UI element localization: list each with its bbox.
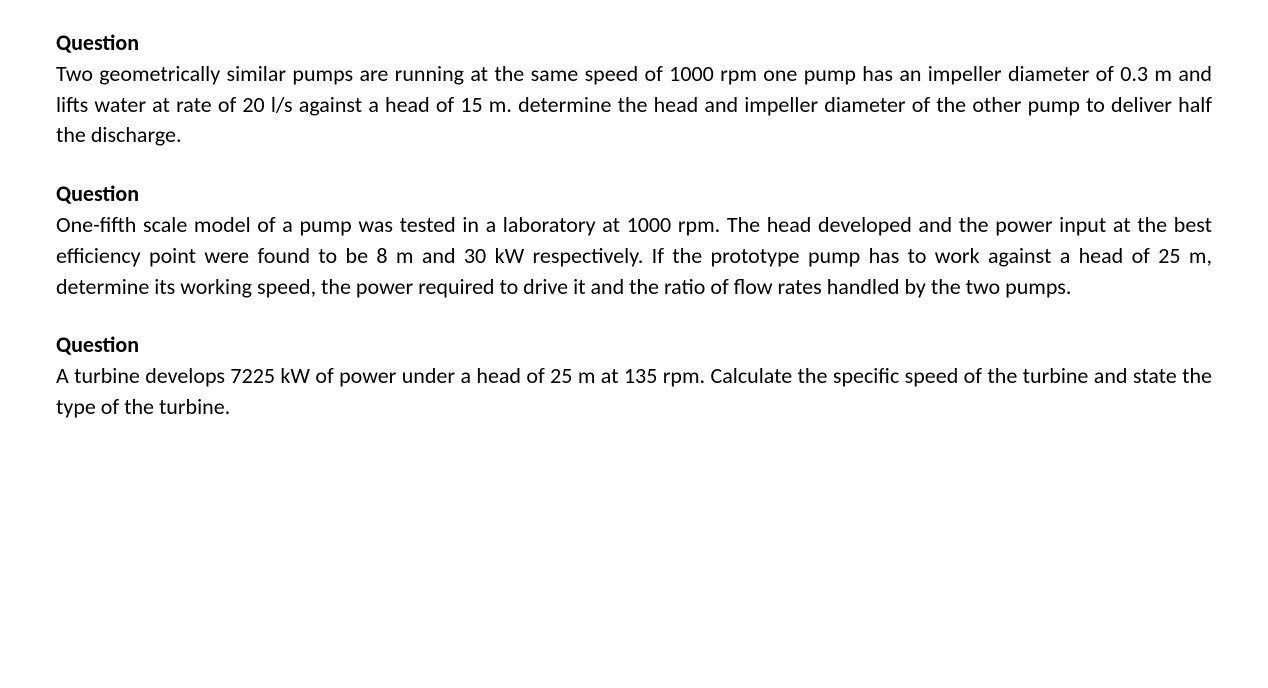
question-block-3: Question A turbine develops 7225 kW of p… <box>56 330 1212 422</box>
question-block-2: Question One-fifth scale model of a pump… <box>56 179 1212 302</box>
question-heading-3: Question <box>56 330 1212 361</box>
question-heading-2: Question <box>56 179 1212 210</box>
question-body-1: Two geometrically similar pumps are runn… <box>56 59 1212 151</box>
question-heading-1: Question <box>56 28 1212 59</box>
question-body-2: One-fifth scale model of a pump was test… <box>56 210 1212 302</box>
question-body-3: A turbine develops 7225 kW of power unde… <box>56 361 1212 423</box>
question-block-1: Question Two geometrically similar pumps… <box>56 28 1212 151</box>
